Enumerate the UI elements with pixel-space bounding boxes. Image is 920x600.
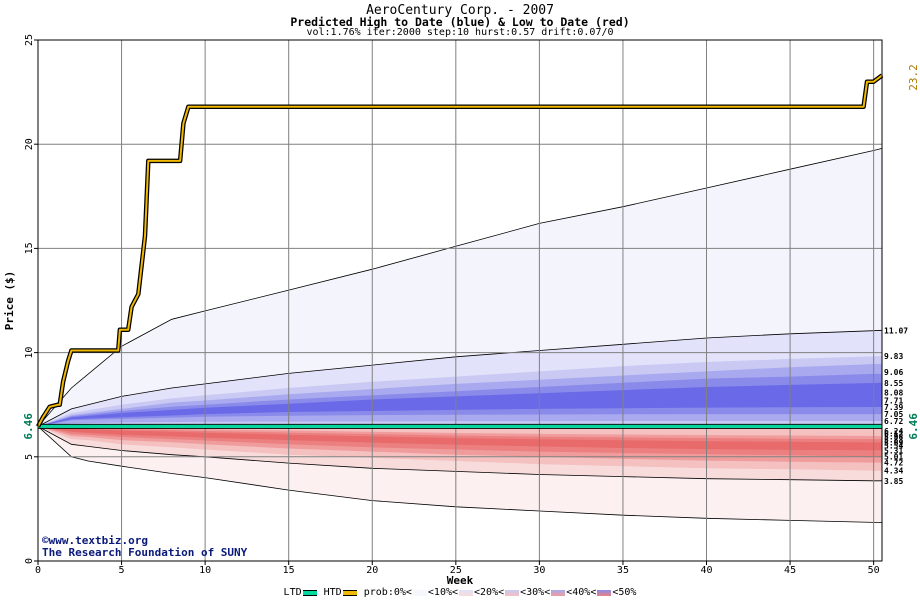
x-tick-label-35: 35 bbox=[617, 565, 629, 576]
axes bbox=[34, 39, 883, 565]
legend-prob-label: prob: bbox=[363, 587, 394, 598]
chart-parameters: vol:1.76% iter:2000 step:10 hurst:0.57 d… bbox=[306, 27, 614, 38]
legend-band-5: <50% bbox=[612, 587, 637, 598]
legend-ltd-label: LTD bbox=[283, 587, 302, 598]
y-tick-label-5: 5 bbox=[24, 454, 35, 460]
legend-ltd: LTD bbox=[284, 587, 318, 599]
x-tick-label-45: 45 bbox=[784, 565, 796, 576]
legend-htd: HTD bbox=[324, 587, 358, 599]
x-tick-label-5: 5 bbox=[119, 565, 125, 576]
x-tick-label-20: 20 bbox=[366, 565, 378, 576]
y-axis-label: Price ($) bbox=[3, 271, 16, 331]
x-tick-label-30: 30 bbox=[533, 565, 545, 576]
htd-max-label: 23.2 bbox=[907, 64, 920, 91]
band-value-label-15: 5.31 bbox=[884, 446, 903, 455]
current-price-label-left: 6.46 bbox=[22, 413, 35, 440]
chart-labels: 0 5 10 15 20 25 30 35 40 45 500510152025WeekPrice … bbox=[3, 34, 920, 587]
band-value-label-14: 5.54 bbox=[884, 442, 903, 451]
band-value-label-5: 7.71 bbox=[884, 396, 903, 405]
legend-swatch-2 bbox=[505, 589, 520, 596]
current-price-label-right: 6.46 bbox=[907, 413, 920, 440]
band-value-label-8: 6.72 bbox=[884, 417, 903, 426]
x-tick-label-40: 40 bbox=[700, 565, 712, 576]
band-value-label-16: 5.01 bbox=[884, 453, 903, 462]
x-tick-label-25: 25 bbox=[450, 565, 462, 576]
credit-website: ©www.textbiz.org bbox=[42, 534, 148, 547]
legend-htd-label: HTD bbox=[323, 587, 342, 598]
band-value-label-19: 3.85 bbox=[884, 477, 903, 486]
y-tick-label-0: 0 bbox=[24, 558, 35, 564]
legend-band-1: <10%< bbox=[427, 587, 459, 598]
y-tick-label-15: 15 bbox=[24, 242, 35, 254]
legend-band-3: <30%< bbox=[520, 587, 551, 598]
y-tick-label-20: 20 bbox=[24, 138, 35, 150]
legend-swatch-0 bbox=[412, 589, 427, 596]
plot-frame bbox=[37, 39, 883, 562]
legend-band-0: 0%< bbox=[393, 587, 412, 598]
band-value-label-4: 8.08 bbox=[884, 389, 903, 398]
chart-subtitle: Predicted High to Date (blue) & Low to D… bbox=[290, 15, 630, 29]
legend-band-2: <20%< bbox=[474, 587, 505, 598]
legend-swatch-3 bbox=[551, 589, 566, 596]
x-tick-label-50: 50 bbox=[868, 565, 880, 576]
upper-boundary-1 bbox=[37, 329, 883, 427]
band-value-label-9: 6.24 bbox=[884, 427, 903, 436]
band-value-label-3: 8.55 bbox=[884, 379, 903, 388]
legend-ltd-swatch bbox=[302, 589, 317, 596]
band-value-label-12: 5.83 bbox=[884, 436, 903, 445]
x-tick-label-15: 15 bbox=[283, 565, 295, 576]
x-tick-label-10: 10 bbox=[199, 565, 211, 576]
chart-legend: LTD HTD prob:0%< <10%< <20%< <30%< <40%< <50% bbox=[0, 587, 920, 599]
band-value-label-13: 5.69 bbox=[884, 438, 903, 447]
band-value-label-2: 9.06 bbox=[884, 368, 903, 377]
legend-swatch-1 bbox=[459, 589, 474, 596]
band-value-label-0: 11.07 bbox=[884, 326, 908, 335]
band-value-label-17: 4.72 bbox=[884, 459, 903, 468]
band-value-label-1: 9.83 bbox=[884, 352, 903, 361]
x-tick-label-0: 0 bbox=[35, 565, 41, 576]
probability-bands bbox=[37, 40, 883, 561]
band-value-label-11: 5.98 bbox=[884, 432, 903, 441]
upper-boundary-0 bbox=[37, 148, 883, 427]
series-lines bbox=[36, 73, 884, 429]
band-value-label-6: 7.39 bbox=[884, 403, 903, 412]
legend-htd-swatch bbox=[342, 589, 357, 596]
y-tick-label-10: 10 bbox=[24, 347, 35, 359]
legend-band-4: <40%< bbox=[566, 587, 597, 598]
band-value-label-10: 6.12 bbox=[884, 429, 903, 438]
band-value-label-7: 7.05 bbox=[884, 410, 903, 419]
credit-organization: The Research Foundation of SUNY bbox=[42, 546, 248, 559]
legend-prob: prob:0%< <10%< <20%< <30%< <40%< <50% bbox=[364, 587, 637, 599]
x-axis-label: Week bbox=[447, 574, 474, 587]
htd-line bbox=[37, 74, 883, 427]
y-tick-label-25: 25 bbox=[24, 34, 35, 46]
chart-title: AeroCentury Corp. - 2007 bbox=[366, 3, 554, 18]
legend-swatch-4 bbox=[597, 589, 612, 596]
band-value-label-18: 4.34 bbox=[884, 467, 903, 476]
